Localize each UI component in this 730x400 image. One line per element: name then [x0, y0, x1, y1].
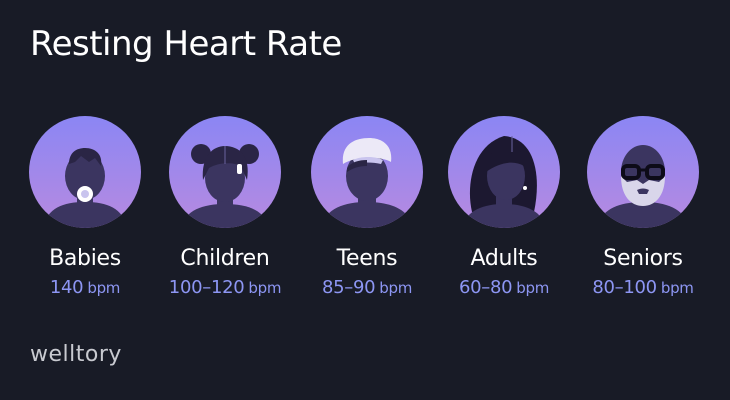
group-label: Seniors	[603, 246, 683, 271]
teen-avatar-icon	[311, 116, 423, 228]
age-group-adults: Adults 60–80 bpm	[429, 116, 579, 298]
rate-unit: bpm	[660, 279, 694, 297]
senior-avatar-icon	[587, 116, 699, 228]
rate-value: 85–90	[321, 277, 376, 298]
age-group-babies: Babies 140 bpm	[10, 116, 160, 298]
rate-unit: bpm	[248, 279, 282, 297]
rate-unit: bpm	[379, 279, 413, 297]
rate-value: 140	[49, 277, 84, 298]
page-title: Resting Heart Rate	[30, 24, 342, 64]
age-group-teens: Teens 85–90 bpm	[292, 116, 442, 298]
heart-rate: 140 bpm	[10, 277, 160, 298]
heart-rate: 85–90 bpm	[292, 277, 442, 298]
rate-unit: bpm	[87, 279, 121, 297]
group-label: Teens	[336, 246, 398, 271]
heart-rate: 60–80 bpm	[429, 277, 579, 298]
baby-avatar-icon	[29, 116, 141, 228]
rate-value: 80–100	[592, 277, 657, 298]
adult-avatar-icon	[448, 116, 560, 228]
rate-value: 100–120	[168, 277, 245, 298]
child-avatar-icon	[169, 116, 281, 228]
group-label: Babies	[49, 246, 121, 271]
age-group-seniors: Seniors 80–100 bpm	[568, 116, 718, 298]
group-label: Adults	[470, 246, 538, 271]
heart-rate: 100–120 bpm	[150, 277, 300, 298]
group-label: Children	[180, 246, 270, 271]
age-group-children: Children 100–120 bpm	[150, 116, 300, 298]
rate-unit: bpm	[516, 279, 550, 297]
brand-logo: welltory	[30, 342, 122, 367]
rate-value: 60–80	[458, 277, 513, 298]
heart-rate: 80–100 bpm	[568, 277, 718, 298]
